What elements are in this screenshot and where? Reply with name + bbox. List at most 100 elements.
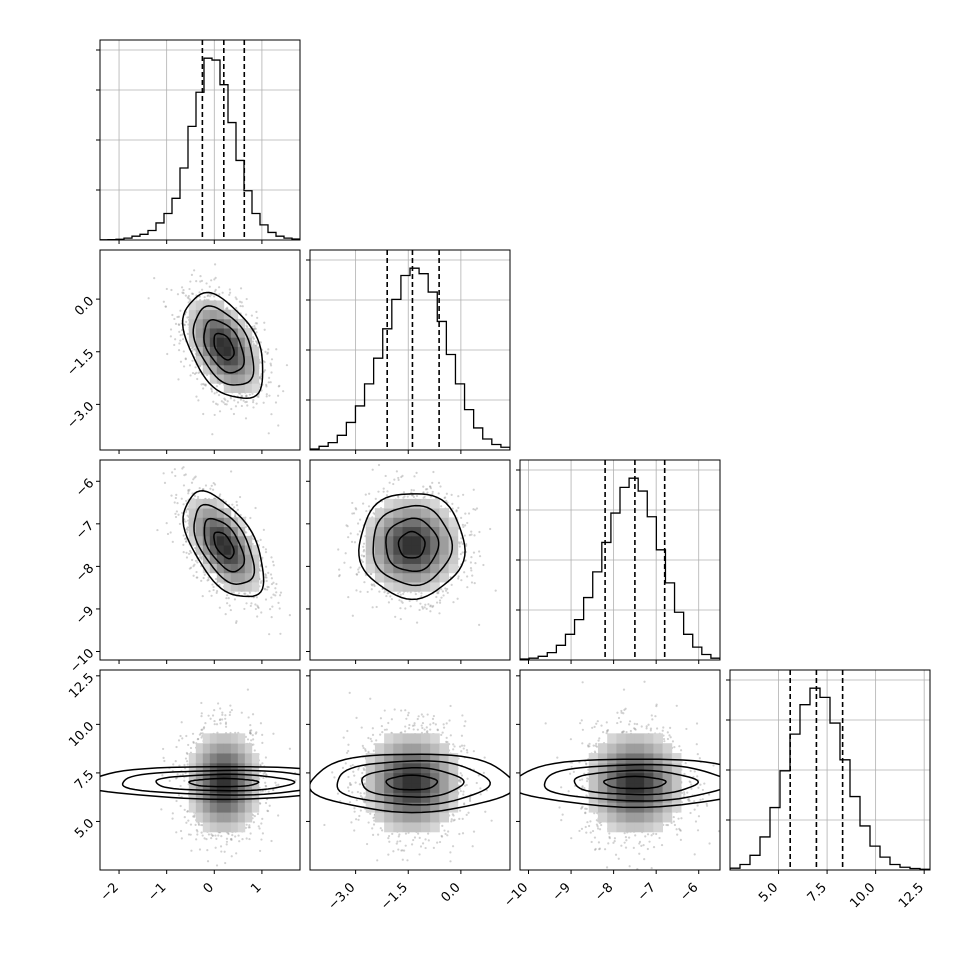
scatter-point — [402, 593, 404, 595]
y-tick-label: −9 — [73, 604, 97, 628]
scatter-point — [349, 566, 351, 568]
scatter-point — [254, 507, 256, 509]
scatter-point — [473, 534, 475, 536]
scatter-point — [216, 590, 218, 592]
scatter-point — [202, 387, 204, 389]
scatter-point — [209, 488, 211, 490]
scatter-point — [183, 437, 185, 439]
scatter-point — [365, 510, 367, 512]
y-tick-label: −7 — [73, 519, 97, 543]
density-bin — [252, 383, 259, 393]
scatter-point — [464, 524, 466, 526]
scatter-point — [166, 353, 168, 355]
scatter-point — [389, 482, 391, 484]
scatter-point — [495, 590, 497, 592]
scatter-point — [354, 541, 356, 543]
scatter-point — [219, 493, 221, 495]
scatter-point — [196, 561, 198, 563]
scatter-point — [176, 502, 178, 504]
scatter-point — [470, 556, 472, 558]
scatter-point — [225, 613, 227, 615]
scatter-point — [446, 493, 448, 495]
scatter-point — [353, 512, 355, 514]
scatter-point — [398, 479, 400, 481]
scatter-point — [218, 394, 220, 396]
scatter-point — [367, 591, 369, 593]
scatter-point — [260, 611, 262, 613]
scatter-point — [398, 599, 400, 601]
scatter-point — [373, 585, 375, 587]
scatter-point — [219, 607, 221, 609]
scatter-point — [185, 757, 187, 759]
density-bin — [217, 564, 224, 574]
scatter-point — [357, 568, 359, 570]
scatter-point — [489, 528, 491, 530]
scatter-point — [252, 336, 254, 338]
density-bin — [252, 564, 259, 574]
density-bin — [238, 374, 245, 384]
scatter-point — [193, 477, 195, 479]
scatter-point — [468, 512, 470, 514]
scatter-point — [176, 510, 178, 512]
scatter-point — [179, 523, 181, 525]
scatter-point — [246, 298, 248, 300]
scatter-point — [338, 575, 340, 577]
scatter-point — [212, 401, 214, 403]
density-bin — [217, 536, 224, 546]
scatter-point — [201, 280, 203, 282]
scatter-point — [212, 489, 214, 491]
scatter-point — [449, 510, 451, 512]
scatter-point — [271, 606, 273, 608]
scatter-point — [275, 583, 277, 585]
y-tick-label: 0.0 — [72, 294, 97, 319]
scatter-point — [206, 579, 208, 581]
scatter-point — [391, 598, 393, 600]
scatter-point — [386, 494, 388, 496]
scatter-point — [289, 614, 291, 616]
scatter-point — [427, 603, 429, 605]
scatter-point — [175, 497, 177, 499]
density-bin — [224, 374, 231, 384]
scatter-point — [260, 341, 262, 343]
scatter-point — [200, 383, 202, 385]
scatter-point — [197, 399, 199, 401]
density-bin — [403, 545, 413, 555]
scatter-point — [415, 472, 417, 474]
scatter-point — [439, 602, 441, 604]
scatter-point — [218, 495, 220, 497]
scatter-point — [337, 548, 339, 550]
scatter-point — [268, 381, 270, 383]
scatter-point — [235, 405, 237, 407]
scatter-point — [438, 492, 440, 494]
scatter-point — [211, 485, 213, 487]
scatter-point — [205, 484, 207, 486]
y-tick-label: −10 — [67, 646, 97, 676]
scatter-point — [175, 323, 177, 325]
scatter-point — [411, 489, 413, 491]
scatter-point — [264, 588, 266, 590]
scatter-point — [182, 503, 184, 505]
scatter-point — [407, 496, 409, 498]
scatter-point — [236, 504, 238, 506]
histogram-step-2 — [520, 478, 720, 660]
scatter-point — [383, 491, 385, 493]
scatter-point — [270, 413, 272, 415]
scatter-point — [430, 487, 432, 489]
scatter-point — [210, 387, 212, 389]
scatter-point — [279, 633, 281, 635]
scatter-point — [174, 513, 176, 515]
density-bin — [439, 536, 449, 546]
scatter-point — [262, 832, 264, 834]
density-bin — [384, 564, 394, 574]
density-bin — [203, 365, 210, 375]
scatter-point — [376, 606, 378, 608]
scatter-point — [470, 561, 472, 563]
density-bin — [203, 508, 210, 518]
scatter-point — [182, 338, 184, 340]
scatter-point — [254, 603, 256, 605]
scatter-point — [240, 287, 242, 289]
density-bin — [238, 573, 245, 583]
scatter-point — [242, 400, 244, 402]
density-bin — [196, 527, 203, 537]
scatter-point — [482, 564, 484, 566]
